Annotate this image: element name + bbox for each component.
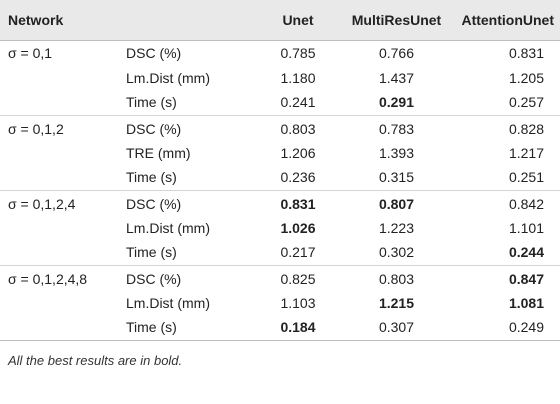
multiresunet-value: 1.223	[378, 219, 415, 236]
multiresunet-value: 0.307	[334, 315, 449, 341]
unet-value: 1.180	[280, 69, 316, 86]
attentionunet-value: 0.249	[449, 315, 560, 341]
metric-label: Lm.Dist (mm)	[126, 69, 210, 86]
multiresunet-value: 0.766	[378, 44, 415, 61]
table-row: Time (s) 0.184 0.307 0.249	[0, 315, 560, 341]
sigma-group-label	[0, 215, 118, 240]
table-row: Time (s) 0.241 0.291 0.257	[0, 90, 560, 115]
unet-value: 0.825	[244, 264, 334, 290]
unet-value: 0.241	[280, 94, 316, 111]
sigma-group-label: σ = 0,1,2,4,8	[0, 264, 118, 290]
metric-label: Time (s)	[126, 94, 177, 111]
multiresunet-value: 1.215	[378, 294, 415, 311]
table-body: σ = 0,1 DSC (%) 0.785 0.766 0.831 Lm.Dist (mm…	[0, 40, 560, 341]
metric-label: Time (s)	[126, 169, 177, 186]
attentionunet-value: 0.847	[449, 264, 560, 290]
table-row: Lm.Dist (mm) 1.180 1.437 1.205	[0, 65, 560, 90]
unet-value: 0.184	[244, 315, 334, 341]
header-unet: Unet	[244, 0, 334, 41]
unet-value: 0.803	[244, 114, 334, 140]
metric-label: DSC (%)	[126, 44, 182, 61]
metric-label: Lm.Dist (mm)	[126, 219, 210, 236]
table-row: Time (s) 0.236 0.315 0.251	[0, 165, 560, 190]
header-multiresunet: MultiResUnet	[334, 0, 449, 41]
multiresunet-value: 0.783	[334, 114, 449, 140]
attentionunet-value: 0.831	[508, 44, 545, 61]
sigma-group-label	[0, 90, 118, 115]
unet-value: 1.103	[280, 294, 316, 311]
table-row: Lm.Dist (mm) 1.103 1.215 1.081	[0, 290, 560, 315]
attentionunet-value: 1.217	[508, 144, 545, 161]
sigma-group-label: σ = 0,1,2,4	[0, 189, 118, 215]
header-metric-blank	[118, 0, 244, 41]
table-row: Lm.Dist (mm) 1.026 1.223 1.101	[0, 215, 560, 240]
table-row: σ = 0,1,2,4,8 DSC (%) 0.825 0.803 0.847	[0, 264, 560, 290]
attentionunet-value: 0.842	[449, 189, 560, 215]
header-attentionunet: AttentionUnet	[449, 0, 560, 41]
table-row: σ = 0,1,2,4 DSC (%) 0.831 0.807 0.842	[0, 189, 560, 215]
unet-value: 0.217	[280, 244, 316, 261]
metric-label: Time (s)	[118, 315, 244, 341]
metric-label: DSC (%)	[118, 264, 244, 290]
attentionunet-value: 0.244	[508, 244, 545, 261]
table-footnote: All the best results are in bold.	[8, 352, 183, 368]
attentionunet-value: 0.828	[449, 114, 560, 140]
unet-value: 1.026	[280, 219, 316, 236]
header-network: Network	[0, 0, 118, 41]
header-row: Network Unet MultiResUnet AttentionUnet	[0, 0, 560, 41]
unet-value: 0.831	[244, 189, 334, 215]
multiresunet-value: 0.291	[378, 94, 415, 111]
sigma-group-label	[0, 165, 118, 190]
attentionunet-value: 1.205	[508, 69, 545, 86]
attentionunet-value: 0.257	[508, 94, 545, 111]
sigma-group-label	[0, 140, 118, 165]
multiresunet-value: 0.807	[334, 189, 449, 215]
sigma-group-label	[0, 290, 118, 315]
attentionunet-value: 1.101	[508, 219, 545, 236]
sigma-group-label	[0, 65, 118, 90]
multiresunet-value: 0.315	[378, 169, 415, 186]
metric-label: Time (s)	[126, 244, 177, 261]
sigma-group-label: σ = 0,1	[8, 44, 53, 61]
metric-label: Lm.Dist (mm)	[126, 294, 210, 311]
table-header: Network Unet MultiResUnet AttentionUnet	[0, 0, 560, 41]
metric-label: DSC (%)	[118, 189, 244, 215]
unet-value: 0.236	[280, 169, 316, 186]
attentionunet-value: 1.081	[508, 294, 545, 311]
metric-label: DSC (%)	[118, 114, 244, 140]
sigma-group-label	[0, 240, 118, 265]
table-row: Time (s) 0.217 0.302 0.244	[0, 240, 560, 265]
unet-value: 0.785	[280, 44, 316, 61]
multiresunet-value: 1.437	[378, 69, 415, 86]
multiresunet-value: 1.393	[378, 144, 415, 161]
results-table: Network Unet MultiResUnet AttentionUnet …	[0, 0, 560, 341]
metric-label: TRE (mm)	[126, 144, 191, 161]
sigma-group-label	[0, 315, 118, 341]
attentionunet-value: 0.251	[508, 169, 545, 186]
unet-value: 1.206	[280, 144, 316, 161]
table-row: σ = 0,1,2 DSC (%) 0.803 0.783 0.828	[0, 114, 560, 140]
multiresunet-value: 0.803	[334, 264, 449, 290]
table-row: σ = 0,1 DSC (%) 0.785 0.766 0.831	[0, 40, 560, 65]
table-row: TRE (mm) 1.206 1.393 1.217	[0, 140, 560, 165]
results-table-container: Network Unet MultiResUnet AttentionUnet …	[0, 0, 560, 368]
sigma-group-label: σ = 0,1,2	[0, 114, 118, 140]
multiresunet-value: 0.302	[378, 244, 415, 261]
